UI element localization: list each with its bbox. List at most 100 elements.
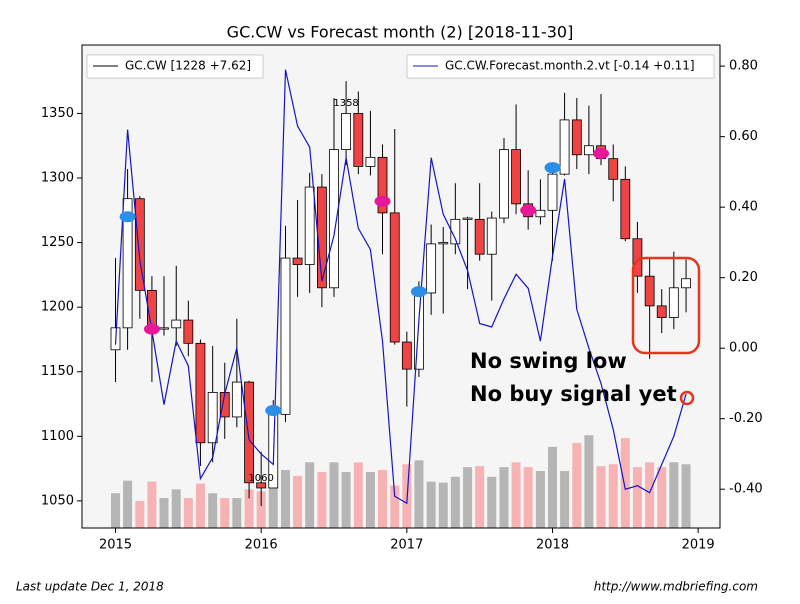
candle-body [644, 275, 655, 307]
y-tick-label: 1200 [41, 300, 74, 315]
volume-bar [463, 467, 473, 528]
volume-bar [317, 471, 327, 528]
sell-signal [520, 204, 537, 216]
candle-body [244, 381, 254, 484]
candle-body [365, 156, 376, 167]
y2-tick-label: 0.40 [729, 200, 758, 215]
volume-bar [632, 467, 642, 528]
footer-right: http://www.mdbriefing.com [594, 580, 758, 594]
volume-bar [438, 482, 448, 528]
candle-body [474, 218, 485, 255]
candle-body [584, 145, 594, 156]
candle-body [535, 209, 546, 218]
volume-bar [681, 464, 691, 528]
candle-body [414, 292, 424, 370]
candle-body [620, 178, 631, 240]
volume-bar [329, 462, 339, 528]
candle-body [632, 238, 643, 277]
volume-bar [499, 467, 509, 528]
y2-tick-label: -0.40 [729, 482, 763, 497]
candle-body [499, 149, 509, 219]
candle-body [231, 381, 242, 418]
volume-bar [268, 479, 278, 528]
candle-body [304, 186, 315, 265]
candle-body [511, 149, 521, 205]
candle-body [547, 173, 558, 211]
plot-layer: 1358 1060 [110, 69, 691, 528]
sell-signal [592, 147, 609, 159]
volume-bar [645, 462, 655, 528]
volume-bar [620, 438, 630, 528]
candle-body [462, 217, 473, 220]
volume-bar [475, 466, 485, 528]
volume-bar [195, 483, 205, 528]
candle-body [207, 391, 218, 444]
volume-bar [353, 462, 363, 528]
volume-bar [669, 462, 679, 528]
volume-bar [341, 471, 351, 528]
candle-body [134, 198, 145, 291]
price-label: 1358 [333, 98, 358, 109]
volume-bar [511, 462, 521, 528]
forecast-line [114, 69, 687, 505]
volume-bar [135, 500, 145, 528]
volume-bar [232, 498, 242, 528]
volume-bar [111, 493, 121, 528]
volume-bar [535, 471, 545, 528]
chart-title: GC.CW vs Forecast month (2) [2018-11-30] [227, 23, 574, 42]
volume-bar [208, 493, 218, 528]
volume-bar [414, 460, 424, 528]
volume-bar [450, 476, 460, 528]
volume-bar [547, 446, 557, 528]
highlight-circle [679, 390, 695, 406]
legend-forecast-label: GC.CW.Forecast.month.2.vt [-0.14 +0.11] [445, 59, 695, 73]
candle-body [438, 242, 449, 245]
candle-body [353, 113, 364, 167]
price-label: 1060 [248, 473, 273, 484]
buy-signal [544, 162, 561, 174]
candle-body [317, 186, 327, 289]
candle-body [608, 158, 619, 180]
y-tick-label: 1300 [41, 171, 74, 186]
candle-body [159, 327, 169, 330]
buy-signal [119, 211, 136, 223]
sell-signal [143, 323, 160, 335]
volume-bar [220, 498, 230, 528]
candle-body [389, 212, 400, 343]
sell-signal [374, 195, 391, 207]
volume-bar [280, 470, 290, 528]
candle-body [571, 119, 582, 156]
candle-body [656, 305, 667, 318]
candle-body [256, 482, 267, 489]
y2-tick-label: 0.20 [729, 270, 758, 285]
volume-bar [487, 476, 497, 528]
y-tick-label: 1150 [41, 364, 74, 379]
highlight-box [631, 256, 701, 355]
volume-bar [256, 491, 266, 528]
volume-bar [596, 466, 606, 528]
volume-bar [159, 498, 169, 528]
plot-frame [81, 44, 721, 529]
plot-area [82, 45, 720, 528]
candle-body [292, 257, 303, 265]
volume-bar [305, 462, 315, 528]
candle-body [668, 287, 679, 318]
volume-bar [572, 442, 582, 528]
candle-body [426, 243, 437, 294]
legend-forecast [406, 54, 715, 79]
candle-body [341, 113, 351, 151]
volume-bar [426, 481, 436, 528]
candle-body [183, 319, 194, 344]
volume-bar [608, 464, 618, 528]
candle-body [122, 198, 133, 329]
x-tick-label: 2015 [99, 538, 132, 553]
candle-body [559, 119, 570, 175]
x-tick-label: 2019 [682, 538, 715, 553]
legend-price-label: GC.CW [1228 +7.62] [125, 59, 251, 73]
x-tick-label: 2018 [536, 538, 569, 553]
volume-bar [147, 481, 157, 528]
y2-tick-label: -0.20 [729, 411, 763, 426]
volume-bar [183, 498, 193, 528]
volume-bar [123, 480, 133, 528]
